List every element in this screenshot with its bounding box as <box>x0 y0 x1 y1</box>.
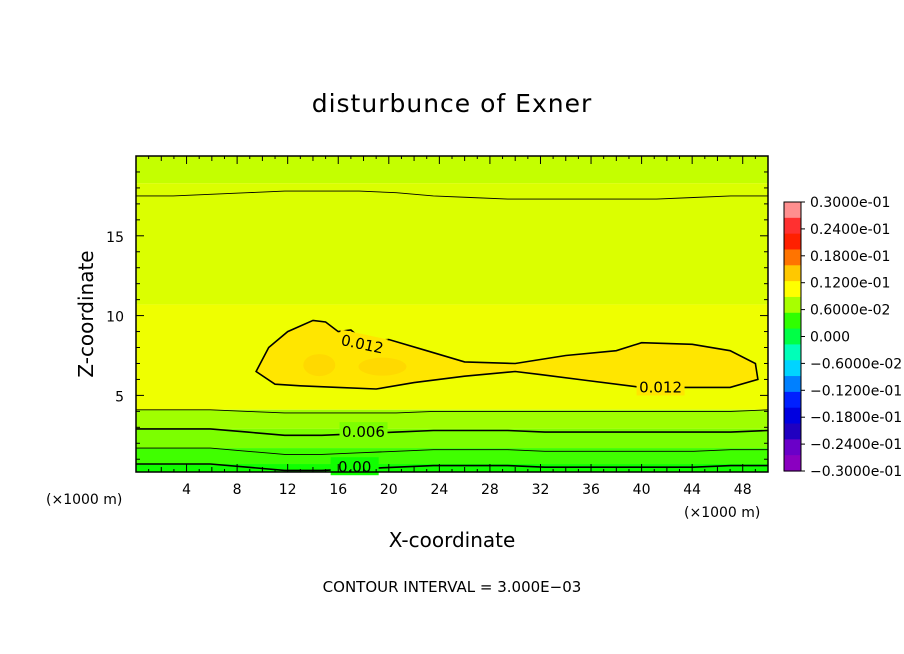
colorbar-segment-6 <box>784 296 801 314</box>
colorbar-segment-5 <box>784 281 801 298</box>
colorbar-tick-label-9: −0.2400e-01 <box>810 437 902 453</box>
contour-0.006 <box>136 428 768 437</box>
contour-lines <box>136 190 768 472</box>
core-spot-1 <box>303 354 336 377</box>
chart-title: disturbunce of Exner <box>312 89 593 118</box>
colorbar-tick-labels: 0.3000e-01 0.2400e-01 0.1800e-01 0.1200e-01… <box>810 195 902 480</box>
x-tick-label-4: 4 <box>182 482 191 498</box>
colorbar-segment-7 <box>784 312 801 330</box>
x-tick-label-24: 24 <box>430 482 448 498</box>
colorbar-segment-15 <box>784 439 801 456</box>
contour-0.012-closed <box>255 319 759 390</box>
field-band-1 <box>136 183 768 305</box>
y-tick-label-15: 15 <box>106 230 124 246</box>
field-band-4 <box>136 428 768 449</box>
colorbar-segment-8 <box>784 328 801 346</box>
x-tick-label-48: 48 <box>734 482 752 498</box>
colorbar-segment-11 <box>784 376 801 393</box>
heatmap-field <box>136 156 768 472</box>
contour-0.009 <box>136 409 768 414</box>
x-right-unit-label: (×1000 m) <box>684 505 760 521</box>
contour-label-bg-1 <box>636 377 685 396</box>
contour-label-2: 0.006 <box>342 423 385 441</box>
x-tick-label-20: 20 <box>380 482 398 498</box>
contour-0 <box>136 463 768 472</box>
colorbar-tick-label-4: 0.6000e-02 <box>810 303 890 319</box>
x-left-unit-label: (×1000 m) <box>46 492 122 508</box>
x-tick-label-40: 40 <box>633 482 651 498</box>
contour-label-1: 0.012 <box>639 378 682 396</box>
colorbar-tick-label-5: 0.000 <box>810 330 850 346</box>
colorbar-segment-3 <box>784 249 801 266</box>
y-axis-label: Z-coordinate <box>74 250 98 377</box>
colorbar-tick-label-6: −0.6000e-02 <box>810 356 902 372</box>
core-spot-2 <box>358 357 407 376</box>
contour-label-bg-3 <box>330 457 379 476</box>
contour-label-3: 0.00 <box>338 458 371 476</box>
x-axis-label: X-coordinate <box>389 528 516 552</box>
colorbar-segment-14 <box>784 423 801 440</box>
colorbar-segment-12 <box>784 391 801 409</box>
x-tick-labels: 4 8 12 16 20 24 28 32 36 40 44 48 <box>182 482 752 498</box>
colorbar-tick-label-7: −0.1200e-01 <box>810 383 902 399</box>
y-tick-label-10: 10 <box>106 310 124 326</box>
colorbar-tick-label-3: 0.1200e-01 <box>810 276 890 292</box>
contour-label-bg-0 <box>337 329 388 358</box>
contour-label-bg-2 <box>339 422 388 441</box>
x-tick-label-16: 16 <box>329 482 347 498</box>
contour-0.015 <box>136 190 768 200</box>
colorbar-tick-label-8: −0.1800e-01 <box>810 410 902 426</box>
colorbar-segment-13 <box>784 407 801 425</box>
contour-interval-note: CONTOUR INTERVAL = 3.000E−03 <box>323 578 582 596</box>
colorbar-segment-16 <box>784 455 801 472</box>
colorbar-tick-label-1: 0.2400e-01 <box>810 222 890 238</box>
x-tick-label-44: 44 <box>683 482 701 498</box>
x-tick-label-8: 8 <box>233 482 242 498</box>
colorbar-segment-9 <box>784 344 801 361</box>
colorbar-tick-label-2: 0.1800e-01 <box>810 249 890 265</box>
field-band-3 <box>136 409 768 429</box>
colorbar-tick-label-10: −0.3000e-01 <box>810 464 902 480</box>
colorbar-segment-2 <box>784 233 801 251</box>
field-band-5 <box>136 448 768 465</box>
contour-0.003 <box>136 447 768 455</box>
colorbar-segment-0 <box>784 202 801 219</box>
field-band-0 <box>136 156 768 184</box>
y-tick-label-5: 5 <box>115 389 124 405</box>
field-band-6 <box>136 464 768 472</box>
x-tick-label-12: 12 <box>279 482 297 498</box>
colorbar <box>783 201 805 472</box>
x-tick-label-28: 28 <box>481 482 499 498</box>
y-tick-labels: 5 10 15 <box>106 230 124 406</box>
colorbar-tick-label-0: 0.3000e-01 <box>810 195 890 211</box>
axis-ticks <box>136 156 768 472</box>
x-tick-label-36: 36 <box>582 482 600 498</box>
colorbar-segment-1 <box>784 217 801 235</box>
colorbar-segment-4 <box>784 265 801 282</box>
x-tick-label-32: 32 <box>532 482 550 498</box>
colorbar-segment-10 <box>784 360 801 377</box>
